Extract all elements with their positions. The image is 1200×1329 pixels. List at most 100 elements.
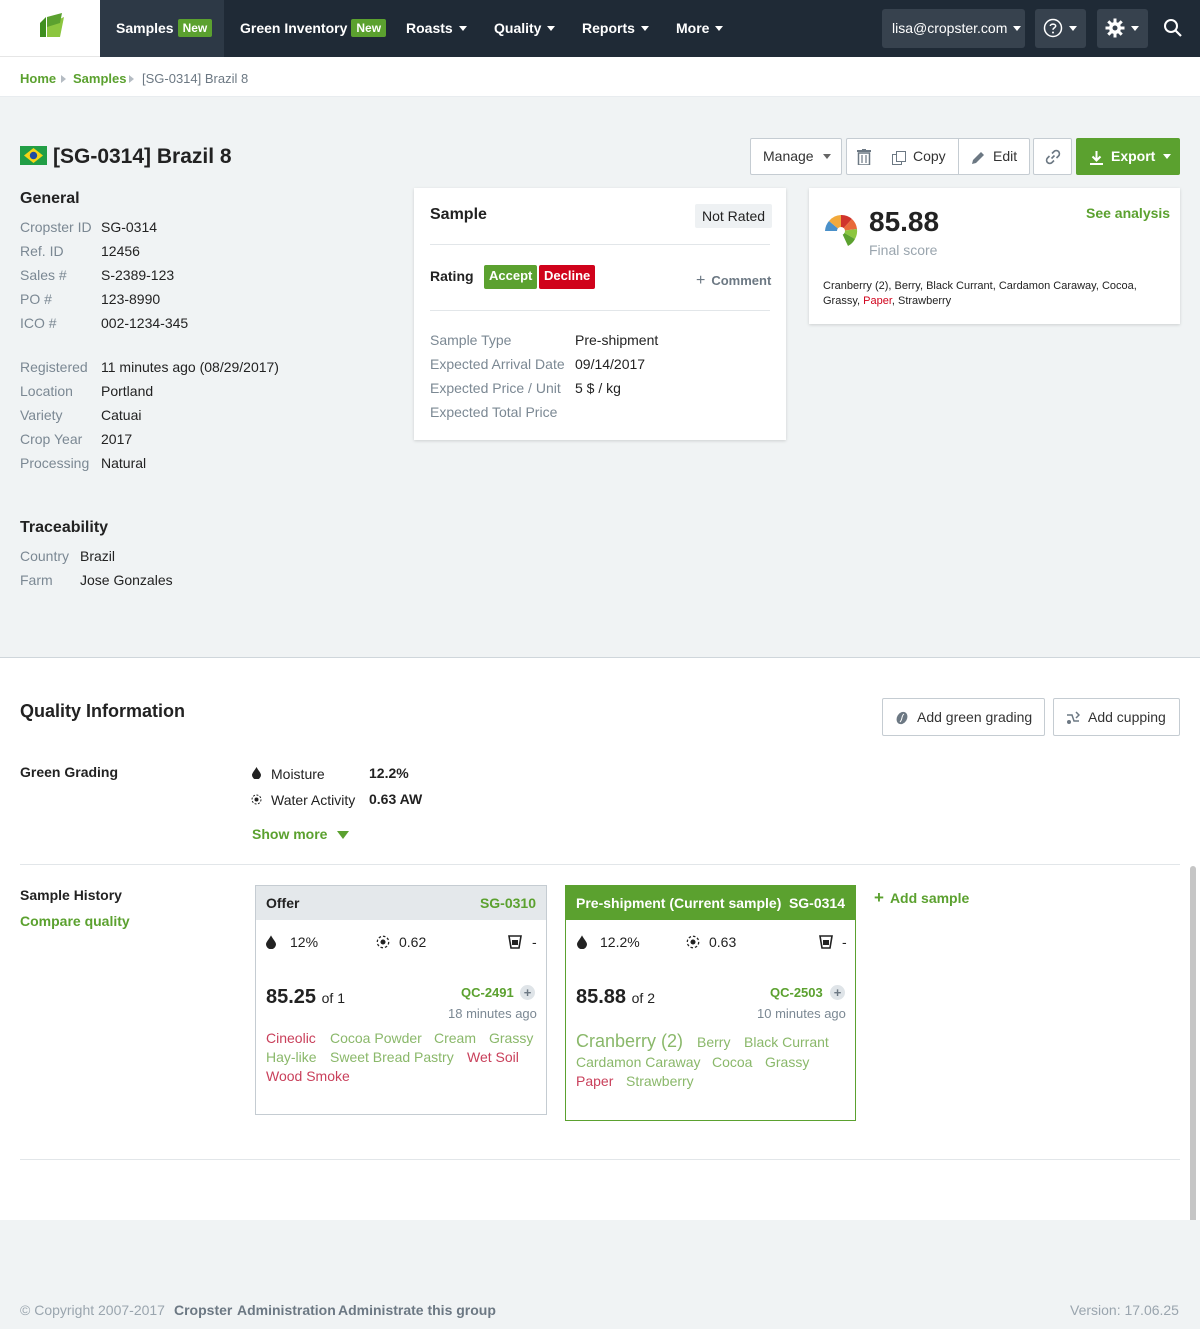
nav-samples[interactable]: Samples New [100,0,224,57]
sample-card: Sample Not Rated Rating Accept Decline +… [414,188,786,440]
footer-link-administrate-group[interactable]: Administrate this group [338,1302,496,1318]
copyright-text: © Copyright 2007-2017 [20,1302,165,1318]
nav-reports[interactable]: Reports [582,0,649,57]
flavor-tag: Berry [697,1034,731,1050]
field-label: ICO # [20,315,57,331]
add-green-grading-button[interactable]: Add green grading [882,698,1045,736]
field-value: Brazil [80,548,116,564]
add-cupping-button[interactable]: Add cupping [1053,698,1180,736]
help-menu-button[interactable] [1035,9,1086,48]
nav-quality-label: Quality [494,20,542,36]
moisture-label: Moisture [271,766,325,782]
history-card-id: SG-0314 [788,895,845,911]
export-button[interactable]: Export [1076,138,1180,175]
accept-button[interactable]: Accept [484,265,538,289]
flavor-summary: Cranberry (2), Berry, Black Currant, Car… [823,280,1137,292]
nav-quality[interactable]: Quality [494,0,556,57]
nav-green-inventory[interactable]: Green Inventory New [240,0,387,57]
copy-icon [892,151,906,165]
field-label: Sales # [20,267,67,283]
comment-label: Comment [711,273,772,288]
compare-quality-link[interactable]: Compare quality [20,913,130,929]
history-card-current[interactable]: Pre-shipment (Current sample) SG-0314 12… [565,885,856,1121]
delete-button[interactable] [846,138,881,175]
add-sample-button[interactable]: + Add sample [874,888,969,908]
history-score: 85.88 of 2 [576,986,655,1009]
history-qc-link[interactable]: QC-2491 [461,985,514,1000]
copy-label: Copy [913,148,946,164]
history-score-count: of 1 [321,990,345,1006]
breadcrumb-home[interactable]: Home [20,71,57,86]
field-label: Variety [20,407,63,423]
flavor-tag: Cardamon Caraway [576,1054,701,1070]
history-qc-link[interactable]: QC-2503 [770,985,823,1000]
trash-icon [857,149,871,165]
manage-dropdown[interactable]: Manage [750,138,842,175]
footer-link-administration[interactable]: Administration [237,1302,336,1318]
flavor-tag: Wood Smoke [266,1068,350,1084]
edit-button[interactable]: Edit [958,138,1030,175]
field-value: 2017 [101,431,133,447]
rating-label: Rating [430,268,474,284]
history-time-ago: 18 minutes ago [448,1006,537,1021]
flavor-tag: Cocoa Powder [330,1030,422,1046]
field-value: 09/14/2017 [575,356,646,372]
add-comment-button[interactable]: + Comment [696,272,771,290]
field-label: PO # [20,291,52,307]
footer-link-cropster[interactable]: Cropster [174,1302,233,1318]
field-value: Jose Gonzales [80,572,173,588]
flavor-tag: Cranberry (2) [576,1031,684,1051]
flavor-tag: Cineolic [266,1030,316,1046]
export-label: Export [1111,148,1156,164]
link-button[interactable] [1033,138,1072,175]
score-card: 85.88 Final score See analysis Cranberry… [809,188,1180,324]
search-button[interactable] [1163,18,1183,38]
history-score-count: of 2 [631,990,655,1006]
history-density: - [532,934,537,950]
nav-green-inventory-label: Green Inventory [240,20,348,36]
field-value: S-2389-123 [101,267,175,283]
cropster-logo[interactable] [0,0,100,57]
gear-icon [1105,18,1125,38]
copy-button[interactable]: Copy [880,138,959,175]
moisture-drop-icon [252,767,261,779]
field-label: Processing [20,455,90,471]
caret-down-icon [1131,26,1139,31]
final-score-caption: Final score [869,242,938,258]
add-cupping-plus-icon[interactable]: + [830,985,845,1000]
history-card-title: Offer [266,895,300,911]
flavor-tag: Cocoa [712,1054,753,1070]
traceability-heading: Traceability [20,519,109,536]
cupping-icon [1067,711,1080,724]
divider [20,864,1180,865]
nav-roasts[interactable]: Roasts [406,0,467,57]
rating-status-badge: Not Rated [695,204,773,228]
history-time-ago: 10 minutes ago [757,1006,846,1021]
settings-menu-button[interactable] [1097,9,1148,48]
add-cupping-plus-icon[interactable]: + [520,985,535,1000]
water-activity-icon [251,794,262,805]
flavor-text: Grassy, [823,295,861,307]
show-more-button[interactable]: Show more [252,826,350,842]
sample-history-label: Sample History [20,887,122,903]
triangle-down-icon [337,831,350,839]
breadcrumb-current: [SG-0314] Brazil 8 [142,71,249,86]
see-analysis-link[interactable]: See analysis [1086,205,1171,221]
history-water-activity: 0.62 [399,934,427,950]
decline-button[interactable]: Decline [539,265,596,289]
field-value: SG-0314 [101,219,158,235]
brazil-flag-icon [20,146,47,165]
flavor-text: , Strawberry [891,295,952,307]
history-card-offer[interactable]: Offer SG-0310 12% 0.62 - 85.25 of 1 QC-2… [255,885,547,1115]
field-label: Cropster ID [20,219,92,235]
page-title: [SG-0314] Brazil 8 [20,145,232,169]
scrollbar[interactable] [1190,866,1196,1318]
field-label: Farm [20,572,53,588]
caret-down-icon [640,26,649,31]
nav-more[interactable]: More [676,0,724,57]
user-menu-button[interactable]: lisa@cropster.com [882,9,1025,48]
history-score: 85.25 of 1 [266,986,345,1009]
plus-icon: + [874,888,884,907]
history-moisture: 12.2% [600,934,640,950]
breadcrumb-samples[interactable]: Samples [73,71,127,86]
